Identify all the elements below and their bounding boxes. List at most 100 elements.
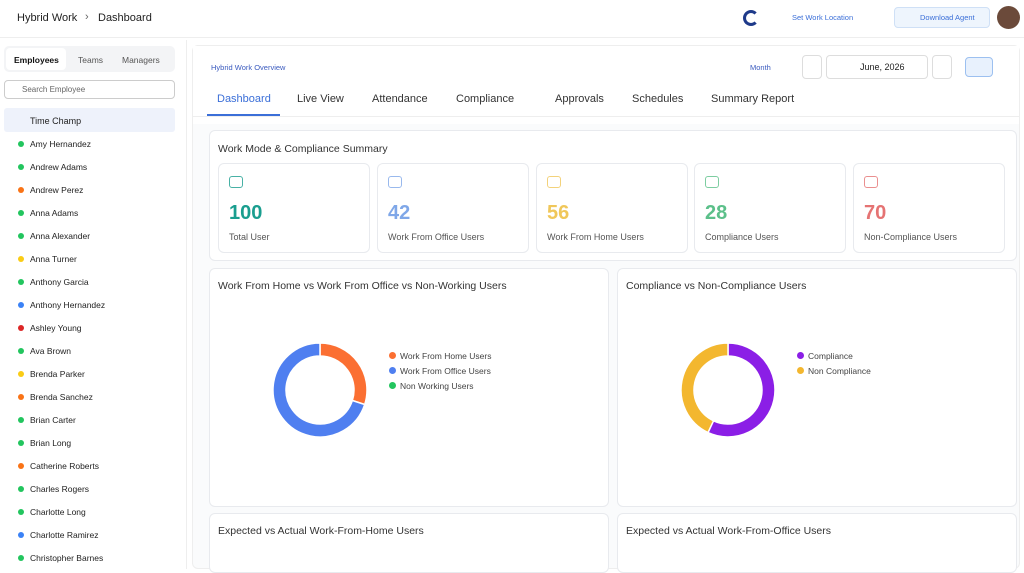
date-box[interactable] xyxy=(826,55,928,79)
sidebar-tab[interactable]: Teams xyxy=(78,55,104,65)
legend-label[interactable]: Compliance xyxy=(808,350,853,361)
active-tab-underline xyxy=(207,114,280,116)
employee-name[interactable]: Anthony Garcia xyxy=(30,277,89,287)
employee-name[interactable]: Anna Adams xyxy=(30,208,79,218)
employee-name[interactable]: Anthony Hernandez xyxy=(30,300,106,310)
employee-name[interactable]: Brian Long xyxy=(30,438,72,448)
donut-slice xyxy=(680,342,729,434)
employee-row[interactable]: Ava Brown xyxy=(18,346,71,356)
employee-row[interactable]: Catherine Roberts xyxy=(18,461,99,471)
status-dot xyxy=(18,440,24,446)
org-row[interactable] xyxy=(4,108,175,132)
employee-row[interactable]: Charles Rogers xyxy=(18,484,89,494)
bottom-title: Expected vs Actual Work-From-Home Users xyxy=(218,525,424,537)
next-button[interactable] xyxy=(932,55,952,79)
date-label[interactable]: June, 2026 xyxy=(860,62,905,72)
employee-row[interactable]: Anthony Hernandez xyxy=(18,300,105,310)
legend: Compliance Non Compliance xyxy=(797,348,871,378)
donut-slice xyxy=(319,342,368,406)
status-dot xyxy=(18,394,24,400)
employee-row[interactable]: Ashley Young xyxy=(18,323,82,333)
legend-item[interactable]: Non Working Users xyxy=(389,378,491,393)
employee-name[interactable]: Amy Hernandez xyxy=(30,139,91,149)
employee-row[interactable]: Anthony Garcia xyxy=(18,277,89,287)
prev-button[interactable] xyxy=(802,55,822,79)
sidebar-tab[interactable]: Managers xyxy=(122,55,160,65)
employee-name[interactable]: Anna Alexander xyxy=(30,231,91,241)
donut xyxy=(272,342,368,438)
legend-item[interactable]: Work From Office Users xyxy=(389,363,491,378)
employee-name[interactable]: Charles Rogers xyxy=(30,484,90,494)
legend-label[interactable]: Non Compliance xyxy=(808,365,871,376)
bottom-panel-2: Expected vs Actual Work-From-Office User… xyxy=(617,513,1017,573)
employee-row[interactable]: Charlotte Ramirez xyxy=(18,530,99,540)
employee-name[interactable]: Charlotte Ramirez xyxy=(30,530,99,540)
employee-name[interactable]: Brenda Parker xyxy=(30,369,85,379)
tab[interactable]: Attendance xyxy=(372,93,428,105)
tab[interactable]: Schedules xyxy=(632,93,684,105)
legend-label[interactable]: Non Working Users xyxy=(400,380,474,391)
employee-row[interactable]: Anna Alexander xyxy=(18,231,90,241)
breadcrumb-1[interactable]: Hybrid Work xyxy=(17,12,78,24)
employee-row[interactable]: Brenda Parker xyxy=(18,369,85,379)
employee-row[interactable]: Andrew Perez xyxy=(18,185,83,195)
status-dot xyxy=(18,164,24,170)
legend-label[interactable]: Work From Office Users xyxy=(400,365,491,376)
employee-row[interactable]: Brian Carter xyxy=(18,415,76,425)
summary-card: 56 Work From Home Users xyxy=(536,163,688,253)
legend-label[interactable]: Work From Home Users xyxy=(400,350,492,361)
tab[interactable]: Live View xyxy=(297,93,344,105)
avatar[interactable] xyxy=(997,6,1020,29)
search-box[interactable] xyxy=(4,80,175,99)
employee-name[interactable]: Brian Carter xyxy=(30,415,76,425)
status-dot xyxy=(18,187,24,193)
legend-item[interactable]: Work From Home Users xyxy=(389,348,491,363)
set-location[interactable]: Set Work Location xyxy=(792,13,854,22)
org-name[interactable]: Time Champ xyxy=(30,116,82,126)
breadcrumb-2[interactable]: Dashboard xyxy=(98,12,152,24)
employee-row[interactable]: Christopher Barnes xyxy=(18,553,103,563)
tab[interactable]: Dashboard xyxy=(217,93,271,105)
employee-row[interactable]: Brian Long xyxy=(18,438,71,448)
employee-name[interactable]: Andrew Adams xyxy=(30,162,88,172)
download-button[interactable] xyxy=(894,7,990,28)
employee-row[interactable]: Brenda Sanchez xyxy=(18,392,93,402)
employee-name[interactable]: Ashley Young xyxy=(30,323,82,333)
card-icon xyxy=(229,176,243,188)
employee-name[interactable]: Anna Turner xyxy=(30,254,77,264)
bottom-panel-1: Expected vs Actual Work-From-Home Users xyxy=(209,513,609,573)
employee-name[interactable]: Catherine Roberts xyxy=(30,461,99,471)
tab[interactable]: Approvals xyxy=(555,93,604,105)
card-icon xyxy=(705,176,719,188)
employee-row[interactable]: Anna Adams xyxy=(18,208,78,218)
tab[interactable]: Summary Report xyxy=(711,93,795,105)
chart-panel: Work From Home vs Work From Office vs No… xyxy=(209,268,609,507)
employee-name[interactable]: Brenda Sanchez xyxy=(30,392,93,402)
employee-row[interactable]: Amy Hernandez xyxy=(18,139,91,149)
summary-title: Work Mode & Compliance Summary xyxy=(218,143,388,155)
download-label[interactable]: Download Agent xyxy=(920,13,975,22)
employee-row[interactable]: Andrew Adams xyxy=(18,162,87,172)
status-dot xyxy=(18,555,24,561)
employee-name[interactable]: Ava Brown xyxy=(30,346,71,356)
tabs-line xyxy=(193,116,1019,117)
card-value: 70 xyxy=(864,202,887,224)
status-dot xyxy=(18,486,24,492)
tab[interactable]: Compliance xyxy=(456,93,515,105)
export-button[interactable] xyxy=(965,57,993,77)
donut xyxy=(680,342,776,438)
card-label: Work From Office Users xyxy=(388,232,485,242)
employee-row[interactable]: Charlotte Long xyxy=(18,507,86,517)
employee-row[interactable]: Anna Turner xyxy=(18,254,77,264)
overview-select[interactable]: Hybrid Work Overview xyxy=(211,63,286,72)
toolbar: Hybrid Work Overview Month June, 2026 xyxy=(193,46,1019,124)
employee-name[interactable]: Christopher Barnes xyxy=(30,553,104,563)
employee-name[interactable]: Charlotte Long xyxy=(30,507,86,517)
legend-dot xyxy=(389,367,396,374)
search-placeholder[interactable]: Search Employee xyxy=(22,85,86,94)
legend-item[interactable]: Compliance xyxy=(797,348,871,363)
legend-item[interactable]: Non Compliance xyxy=(797,363,871,378)
employee-name[interactable]: Andrew Perez xyxy=(30,185,84,195)
period-select[interactable]: Month xyxy=(750,63,771,72)
sidebar-tab[interactable]: Employees xyxy=(14,55,59,65)
